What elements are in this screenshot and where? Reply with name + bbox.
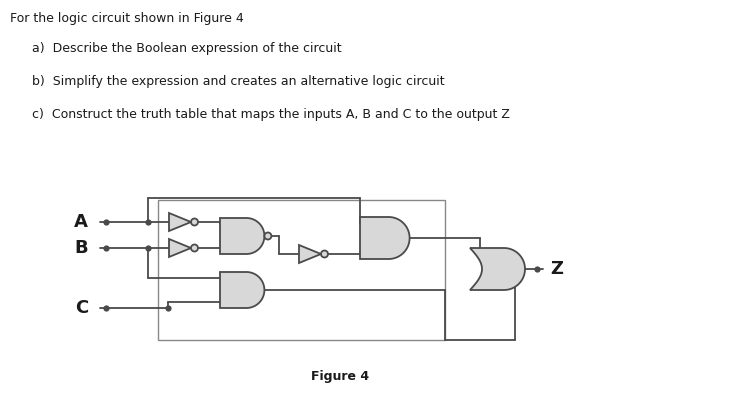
Polygon shape	[220, 272, 264, 308]
Bar	[158, 200, 445, 340]
Polygon shape	[220, 218, 264, 254]
Text: Z: Z	[550, 260, 563, 278]
Text: B: B	[74, 239, 88, 257]
Text: Figure 4: Figure 4	[311, 370, 369, 383]
Text: c)  Construct the truth table that maps the inputs A, B and C to the output Z: c) Construct the truth table that maps t…	[32, 108, 510, 121]
Circle shape	[264, 232, 272, 240]
Polygon shape	[299, 245, 321, 263]
Text: C: C	[75, 299, 88, 317]
Text: For the logic circuit shown in Figure 4: For the logic circuit shown in Figure 4	[10, 12, 244, 25]
Text: A: A	[74, 213, 88, 231]
Polygon shape	[169, 239, 191, 257]
Circle shape	[191, 219, 198, 225]
Text: a)  Describe the Boolean expression of the circuit: a) Describe the Boolean expression of th…	[32, 42, 341, 55]
Circle shape	[321, 251, 328, 257]
Text: b)  Simplify the expression and creates an alternative logic circuit: b) Simplify the expression and creates a…	[32, 75, 444, 88]
Polygon shape	[169, 213, 191, 231]
Polygon shape	[360, 217, 410, 259]
Circle shape	[191, 244, 198, 251]
Polygon shape	[470, 248, 525, 290]
